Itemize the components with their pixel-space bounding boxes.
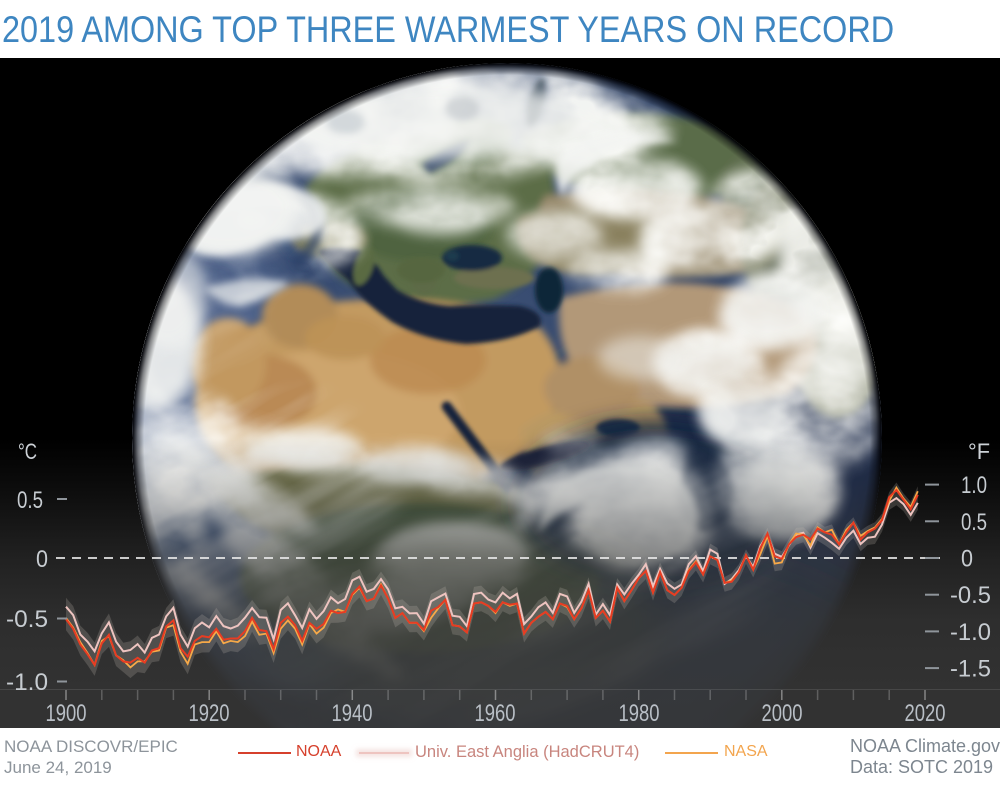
svg-text:-1.0: -1.0 [6,669,48,696]
svg-text:2020: 2020 [905,700,946,727]
svg-text:0.5: 0.5 [17,487,43,514]
svg-text:-0.5: -0.5 [6,606,48,633]
svg-text:1940: 1940 [332,700,373,727]
svg-text:-1.0: -1.0 [950,619,991,646]
svg-text:-1.5: -1.5 [950,656,991,683]
svg-text:0.5: 0.5 [961,509,987,536]
svg-text:°F: °F [968,439,990,464]
svg-text:-0.5: -0.5 [950,582,991,609]
svg-text:1980: 1980 [619,700,660,727]
svg-text:2000: 2000 [762,700,803,727]
svg-text:°C: °C [18,439,37,464]
svg-text:0: 0 [961,546,973,573]
svg-text:1.0: 1.0 [961,472,987,499]
svg-text:1920: 1920 [189,700,230,727]
svg-text:1900: 1900 [46,700,87,727]
svg-text:0: 0 [36,546,48,573]
svg-text:1960: 1960 [475,700,516,727]
